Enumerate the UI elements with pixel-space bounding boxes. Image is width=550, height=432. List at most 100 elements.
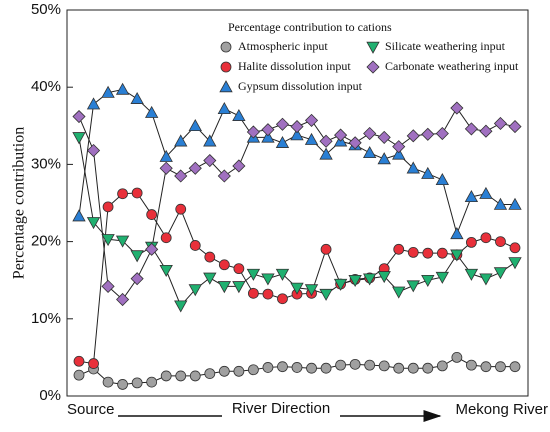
marker xyxy=(509,361,521,373)
marker xyxy=(262,362,274,373)
marker xyxy=(188,284,202,297)
series-line xyxy=(78,192,516,365)
legend-marker xyxy=(366,60,380,74)
marker xyxy=(304,284,319,297)
marker xyxy=(508,120,522,134)
marker xyxy=(335,359,347,371)
marker xyxy=(188,161,202,175)
marker xyxy=(422,362,434,374)
marker xyxy=(160,232,172,244)
marker xyxy=(159,161,173,175)
marker xyxy=(131,187,143,199)
marker xyxy=(232,159,246,173)
marker xyxy=(363,126,377,141)
marker xyxy=(436,360,448,372)
y-tick-label: 40% xyxy=(31,78,61,95)
series-line xyxy=(78,88,515,236)
legend-label: Atmospheric input xyxy=(238,39,328,53)
legend-marker xyxy=(220,41,232,53)
marker xyxy=(508,257,522,270)
marker xyxy=(319,288,333,301)
marker xyxy=(262,288,274,300)
marker xyxy=(495,361,506,373)
marker xyxy=(204,251,216,263)
marker xyxy=(393,243,405,255)
legend-label: Silicate weathering input xyxy=(385,39,506,53)
marker xyxy=(480,361,492,373)
marker xyxy=(203,272,217,285)
marker xyxy=(290,120,304,134)
marker xyxy=(217,101,232,115)
marker xyxy=(377,271,391,284)
marker xyxy=(435,173,450,186)
marker xyxy=(261,123,275,137)
marker xyxy=(261,273,275,286)
marker xyxy=(435,126,449,141)
marker xyxy=(275,117,290,131)
marker xyxy=(174,300,188,313)
marker xyxy=(320,362,332,374)
marker xyxy=(261,130,275,143)
marker xyxy=(203,134,217,147)
marker xyxy=(422,247,434,259)
marker xyxy=(290,282,304,295)
marker xyxy=(393,362,405,374)
marker xyxy=(290,128,304,141)
marker xyxy=(247,287,259,299)
legend-marker xyxy=(219,80,233,93)
y-tick-label: 30% xyxy=(31,155,61,172)
marker xyxy=(392,286,406,299)
marker xyxy=(174,169,188,183)
marker xyxy=(144,105,159,118)
marker xyxy=(465,236,477,248)
marker xyxy=(277,293,288,305)
marker xyxy=(392,147,406,160)
annotation: River Direction xyxy=(232,400,330,417)
annotation-bg xyxy=(222,400,340,418)
marker xyxy=(102,201,114,213)
marker xyxy=(232,108,246,121)
marker xyxy=(406,129,420,143)
marker xyxy=(217,281,232,294)
marker xyxy=(188,118,202,132)
marker xyxy=(333,278,348,291)
marker xyxy=(115,235,130,248)
marker xyxy=(204,368,216,380)
marker xyxy=(145,242,159,256)
marker xyxy=(508,197,522,210)
marker xyxy=(304,132,319,145)
marker xyxy=(435,271,450,284)
legend-marker xyxy=(366,41,380,54)
marker xyxy=(349,358,361,370)
marker xyxy=(378,360,390,372)
marker xyxy=(175,203,187,215)
marker xyxy=(115,82,130,95)
marker xyxy=(348,274,362,288)
legend-marker xyxy=(220,61,232,73)
marker xyxy=(130,250,144,263)
plot-frame xyxy=(66,9,529,397)
legend-label: Carbonate weathering input xyxy=(385,59,519,73)
legend-title: Percentage contribution to cations xyxy=(228,20,392,34)
y-tick-label: 10% xyxy=(31,310,61,327)
legend-label: Gypsum dissolution input xyxy=(238,79,363,93)
marker xyxy=(88,358,99,369)
marker xyxy=(362,273,377,286)
marker xyxy=(436,247,448,259)
marker xyxy=(479,273,493,286)
marker xyxy=(72,209,86,222)
marker xyxy=(304,113,319,127)
marker xyxy=(495,236,506,248)
marker xyxy=(275,135,290,148)
marker xyxy=(246,268,261,281)
marker xyxy=(319,147,333,160)
marker xyxy=(275,268,290,281)
marker xyxy=(407,362,419,374)
marker xyxy=(174,134,188,147)
marker xyxy=(203,153,217,168)
marker xyxy=(464,268,479,281)
marker xyxy=(493,116,508,131)
marker xyxy=(421,274,435,288)
marker xyxy=(450,227,464,240)
marker xyxy=(392,140,406,154)
